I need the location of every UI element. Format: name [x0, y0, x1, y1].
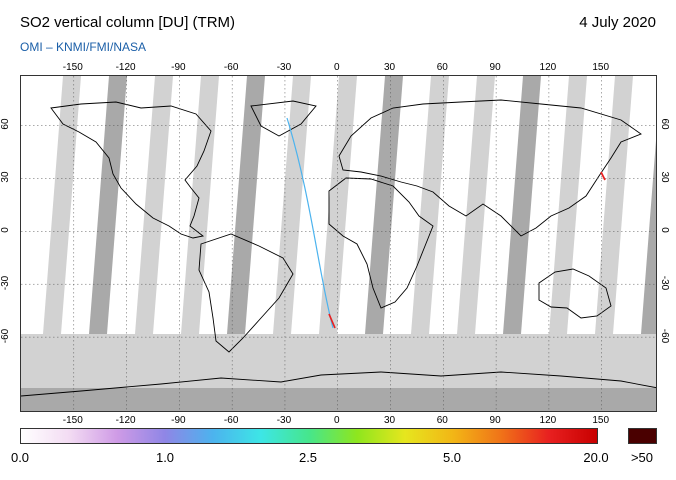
so2-hotspot-japan	[600, 171, 606, 181]
lon-tick-top-6: 30	[383, 62, 396, 73]
lon-tick-bottom-7: 60	[436, 415, 448, 426]
coast-greenland	[250, 100, 317, 137]
graticule	[21, 76, 656, 411]
colorbar-label-3: 5.0	[442, 450, 462, 465]
lon-tick-bottom-2: -90	[171, 415, 186, 426]
lon-tick-bottom-4: -30	[276, 415, 292, 426]
colorbar-label-0: 0.0	[10, 450, 30, 465]
lon-tick-top-0: -150	[62, 62, 83, 73]
coast-europe-asia	[338, 99, 642, 237]
coastlines	[21, 99, 656, 397]
lat-tick-left-0: 60	[0, 118, 11, 130]
colorbar-label-1: 1.0	[155, 450, 175, 465]
no-data-swath-13	[641, 140, 656, 334]
lon-tick-top-7: 60	[436, 62, 448, 73]
lon-tick-bottom-1: -120	[115, 415, 136, 426]
lon-tick-bottom-10: 150	[592, 415, 610, 426]
so2-plume-trace	[286, 117, 334, 329]
lon-tick-bottom-6: 30	[383, 415, 396, 426]
map-date: 4 July 2020	[579, 14, 656, 31]
no-data-swath-11	[549, 76, 587, 334]
antarctica-no-data-band	[21, 388, 656, 411]
lon-tick-top-1: -120	[115, 62, 136, 73]
colorbar-label-4: 20.0	[583, 450, 609, 465]
no-data-swath-2	[135, 76, 173, 334]
so2-hotspot-south-atlantic	[328, 313, 336, 329]
lat-tick-left-2: 0	[0, 227, 11, 234]
no-data-swath-12	[595, 76, 633, 334]
lon-tick-bottom-0: -150	[62, 415, 83, 426]
no-data-swath-1	[89, 76, 127, 334]
lat-tick-right-4: -60	[659, 328, 670, 344]
lat-tick-left-3: -30	[0, 275, 11, 291]
no-data-swath-5	[273, 76, 311, 334]
lat-tick-left-1: 30	[0, 171, 11, 183]
coast-antarctica	[21, 371, 656, 397]
no-data-swath-3	[181, 76, 219, 334]
no-data-swath-0	[43, 76, 81, 334]
coast-south-america	[198, 233, 294, 353]
colorbar	[20, 428, 598, 444]
lat-tick-right-2: 0	[659, 227, 670, 234]
colorbar-label-2: 2.5	[298, 450, 318, 465]
lon-tick-top-9: 120	[539, 62, 557, 73]
lon-tick-bottom-3: -60	[223, 415, 239, 426]
lon-tick-bottom-5: 0	[333, 415, 340, 426]
missing-data-swaths	[43, 76, 656, 334]
no-data-swath-9	[457, 76, 495, 334]
colorbar-overflow-box	[628, 428, 657, 444]
lon-tick-top-3: -60	[223, 62, 239, 73]
colorbar-label-5: >50	[630, 450, 654, 465]
coast-africa	[328, 177, 434, 309]
coast-australia	[538, 268, 612, 319]
so2-world-map	[20, 75, 657, 412]
lat-tick-right-1: 30	[659, 171, 670, 183]
no-data-swath-10	[503, 76, 541, 334]
data-credit: OMI – KNMI/FMI/NASA	[20, 40, 147, 54]
lon-tick-top-8: 90	[489, 62, 501, 73]
no-data-swath-6	[319, 76, 357, 334]
no-data-swath-8	[411, 76, 449, 334]
lon-tick-top-4: -30	[276, 62, 292, 73]
lat-tick-right-3: -30	[659, 275, 670, 291]
no-data-swath-7	[365, 76, 403, 334]
lon-tick-bottom-8: 90	[489, 415, 501, 426]
lon-tick-top-5: 0	[333, 62, 340, 73]
no-data-swath-4	[227, 76, 265, 334]
lon-tick-bottom-9: 120	[539, 415, 557, 426]
lon-tick-top-10: 150	[592, 62, 610, 73]
lat-tick-left-4: -60	[0, 328, 11, 344]
map-title: SO2 vertical column [DU] (TRM)	[20, 14, 236, 31]
lat-tick-right-0: 60	[659, 118, 670, 130]
lon-tick-top-2: -90	[171, 62, 186, 73]
